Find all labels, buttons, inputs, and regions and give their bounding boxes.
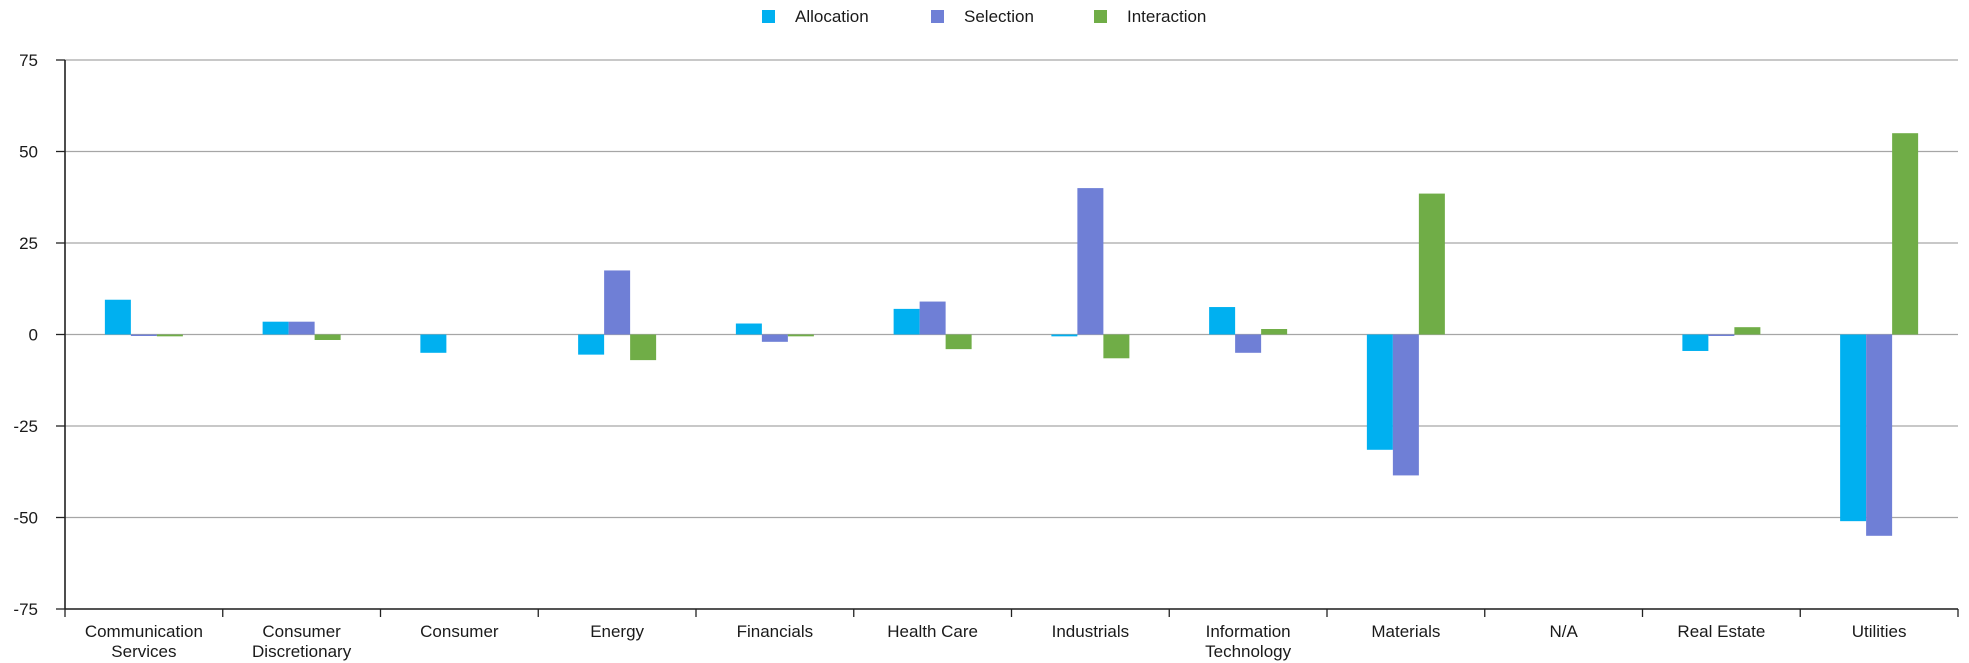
x-category-label-line: Services bbox=[111, 642, 176, 661]
x-category-label-line: Discretionary bbox=[252, 642, 352, 661]
bar-allocation-5 bbox=[893, 308, 920, 335]
x-category-label: Utilities bbox=[1852, 622, 1907, 641]
bar-selection-11 bbox=[1866, 334, 1893, 536]
bar-selection-7 bbox=[1235, 334, 1262, 353]
bar-allocation-11 bbox=[1840, 334, 1867, 522]
x-category-label-line: Materials bbox=[1371, 622, 1440, 641]
bar-selection-6 bbox=[1077, 188, 1104, 335]
x-category-label-line: Technology bbox=[1205, 642, 1292, 661]
bar-interaction-11 bbox=[1892, 133, 1919, 335]
bar-selection-8 bbox=[1392, 334, 1419, 476]
bar-selection-0 bbox=[130, 334, 157, 336]
legend-item-interaction: Interaction bbox=[1094, 7, 1206, 26]
x-category-label-line: Consumer bbox=[420, 622, 499, 641]
x-category-label: Financials bbox=[737, 622, 814, 641]
legend-swatch bbox=[931, 10, 944, 23]
x-category-label: Information Technology bbox=[1205, 622, 1292, 661]
y-tick-label: 50 bbox=[19, 143, 38, 162]
y-tick-label: -75 bbox=[13, 600, 38, 619]
y-axis-ticks: 75 50 25 0 -25 -50 -75 bbox=[13, 51, 65, 619]
y-tick-label: -50 bbox=[13, 509, 38, 528]
bar-selection-5 bbox=[919, 301, 946, 335]
legend-item-selection: Selection bbox=[931, 7, 1034, 26]
bar-interaction-5 bbox=[945, 334, 972, 350]
legend-swatch bbox=[762, 10, 775, 23]
x-category-label-line: Health Care bbox=[887, 622, 978, 641]
x-category-label: Health Care bbox=[887, 622, 978, 641]
x-category-label: Real Estate bbox=[1677, 622, 1765, 641]
x-category-label-line: Financials bbox=[737, 622, 814, 641]
x-category-label: N/A bbox=[1549, 622, 1578, 641]
bar-interaction-7 bbox=[1261, 329, 1288, 335]
x-category-label-line: Real Estate bbox=[1677, 622, 1765, 641]
legend-swatch bbox=[1094, 10, 1107, 23]
x-category-label: Consumer bbox=[420, 622, 499, 641]
bars bbox=[104, 133, 1919, 536]
bar-interaction-4 bbox=[787, 334, 814, 337]
bar-allocation-8 bbox=[1366, 334, 1393, 450]
legend: Allocation Selection Interaction bbox=[762, 7, 1206, 26]
legend-label: Allocation bbox=[795, 7, 869, 26]
bar-allocation-7 bbox=[1209, 307, 1236, 335]
x-category-label: Consumer Discretionary bbox=[252, 622, 352, 661]
x-category-label: Communication Services bbox=[85, 622, 203, 661]
legend-label: Selection bbox=[964, 7, 1034, 26]
y-tick-label: 0 bbox=[29, 326, 38, 345]
bar-selection-10 bbox=[1708, 334, 1735, 336]
legend-label: Interaction bbox=[1127, 7, 1206, 26]
bar-selection-3 bbox=[604, 270, 631, 335]
x-category-label-line: Energy bbox=[590, 622, 644, 641]
y-tick-label: -25 bbox=[13, 417, 38, 436]
bar-allocation-4 bbox=[735, 323, 762, 335]
gridlines bbox=[65, 59, 1958, 610]
y-tick-label: 25 bbox=[19, 234, 38, 253]
bar-interaction-1 bbox=[314, 334, 341, 340]
x-category-label: Materials bbox=[1371, 622, 1440, 641]
bar-selection-1 bbox=[288, 321, 315, 335]
bar-interaction-8 bbox=[1418, 193, 1445, 335]
x-category-label: Industrials bbox=[1052, 622, 1129, 641]
x-category-label-line: N/A bbox=[1549, 622, 1578, 641]
bar-interaction-6 bbox=[1103, 334, 1130, 359]
x-category-label-line: Consumer bbox=[262, 622, 341, 641]
bar-allocation-10 bbox=[1682, 334, 1709, 351]
bar-allocation-6 bbox=[1051, 334, 1078, 337]
x-category-label-line: Utilities bbox=[1852, 622, 1907, 641]
bar-allocation-0 bbox=[104, 299, 131, 335]
legend-item-allocation: Allocation bbox=[762, 7, 869, 26]
bar-allocation-1 bbox=[262, 321, 289, 335]
bar-interaction-0 bbox=[156, 334, 183, 337]
x-category-label-line: Industrials bbox=[1052, 622, 1129, 641]
bar-allocation-3 bbox=[578, 334, 605, 355]
y-tick-label: 75 bbox=[19, 51, 38, 70]
x-category-label-line: Information bbox=[1206, 622, 1291, 641]
x-category-label: Energy bbox=[590, 622, 644, 641]
axes bbox=[64, 60, 1959, 617]
x-category-label-line: Communication bbox=[85, 622, 203, 641]
bar-interaction-10 bbox=[1734, 327, 1761, 335]
bar-selection-4 bbox=[761, 334, 788, 342]
bar-interaction-3 bbox=[630, 334, 657, 361]
bar-allocation-2 bbox=[420, 334, 447, 353]
